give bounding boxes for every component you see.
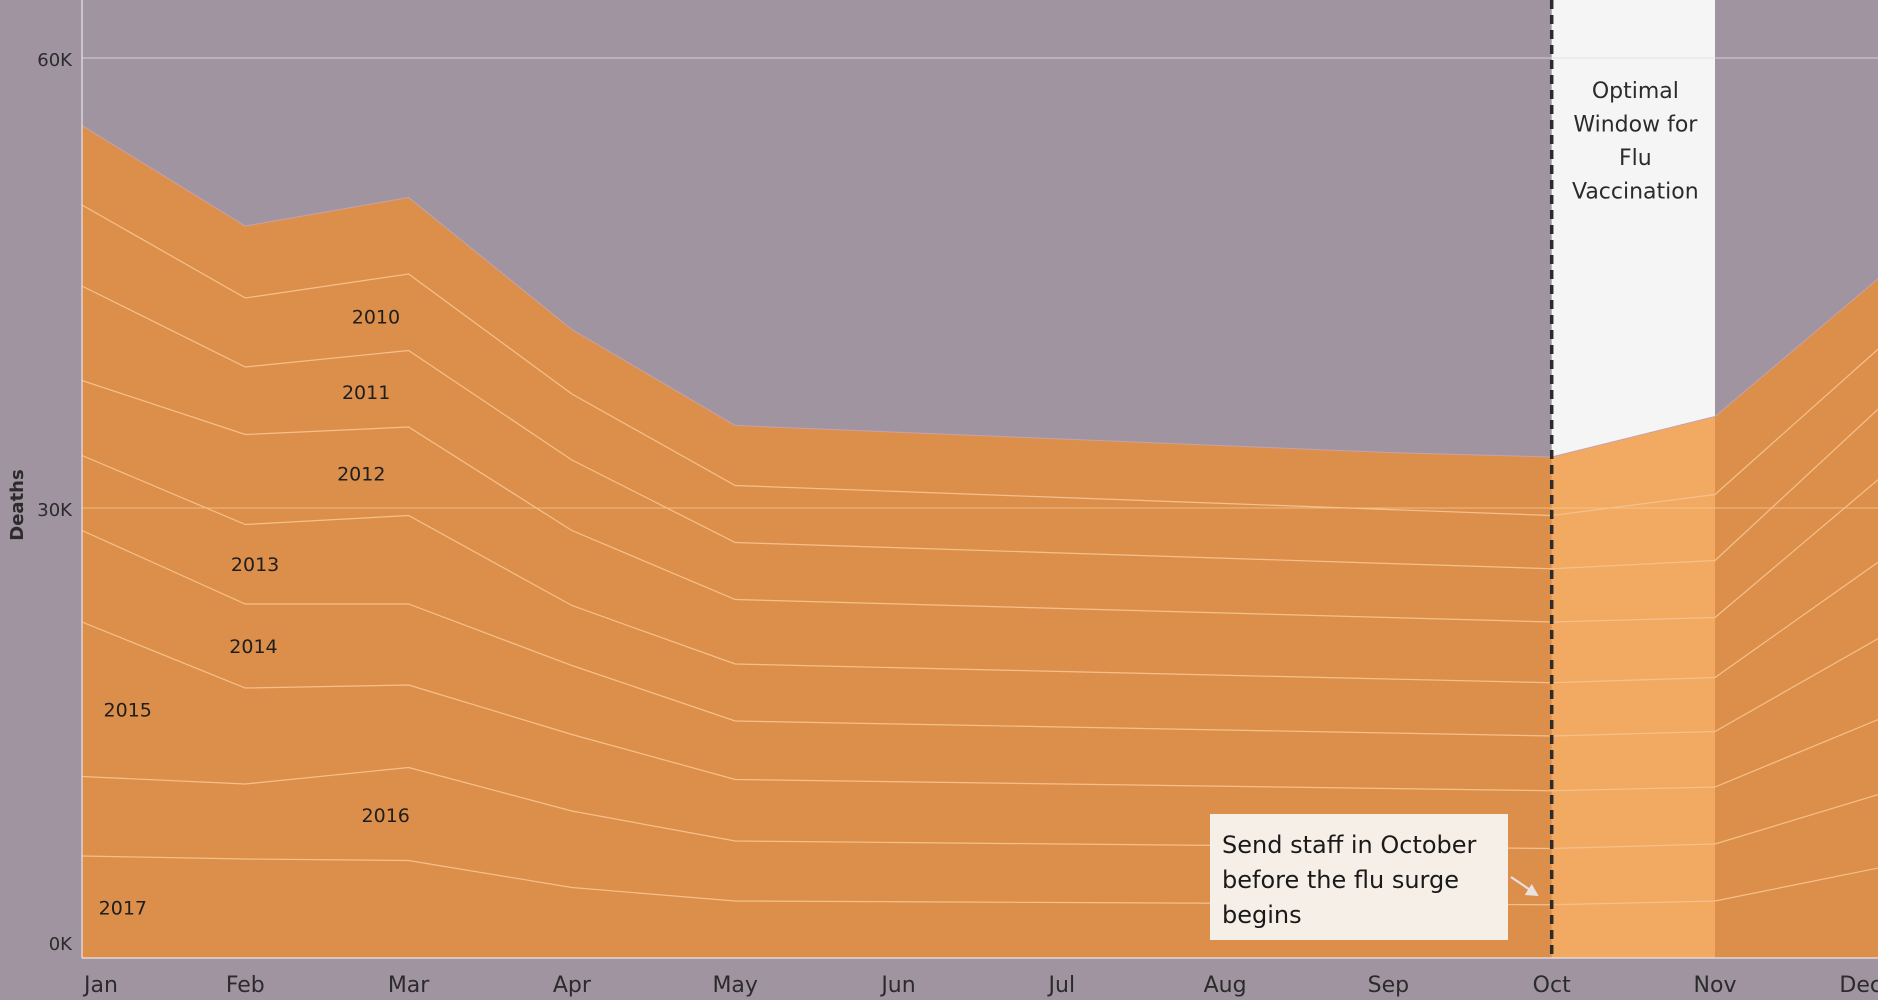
window-label-line-3: Flu	[1619, 146, 1652, 171]
y-tick-label-60k: 60K	[37, 50, 73, 71]
series-line-2014	[81, 529, 1878, 737]
x-tick-label-jul: Jul	[1047, 973, 1076, 998]
x-tick-label-jan: Jan	[82, 973, 118, 998]
x-tick-label-feb: Feb	[226, 973, 265, 998]
x-tick-label-dec: Dec	[1839, 973, 1878, 998]
y-axis-title: Deaths	[7, 469, 28, 540]
stack-top-outline	[81, 125, 1878, 458]
vaccination-window	[1551, 0, 1715, 457]
series-label-2017: 2017	[99, 897, 147, 919]
series-line-2010	[81, 204, 1878, 517]
series-line-2017	[81, 855, 1878, 906]
x-tick-label-may: May	[712, 973, 757, 998]
x-tick-label-aug: Aug	[1204, 973, 1247, 998]
series-label-2014: 2014	[229, 636, 277, 658]
gridlines	[82, 57, 1878, 509]
y-tick-label-0k: 0K	[49, 934, 73, 955]
callout-box	[1210, 814, 1508, 940]
window-band	[1551, 0, 1715, 457]
series-line-2015	[81, 621, 1878, 792]
window-label-line-2: Window for	[1573, 113, 1698, 138]
series-label-2012: 2012	[337, 464, 385, 486]
x-tick-label-oct: Oct	[1533, 973, 1571, 998]
window-area-highlight	[1551, 416, 1715, 958]
y-tick-label-30k: 30K	[37, 500, 73, 521]
x-tick-label-mar: Mar	[388, 973, 430, 998]
series-lines	[81, 125, 1878, 906]
stacked-areas	[82, 125, 1878, 958]
x-tick-label-apr: Apr	[553, 973, 592, 998]
callout-line-1: Send staff in October	[1222, 831, 1477, 859]
series-line-2016	[81, 766, 1878, 850]
window-label-line-4: Vaccination	[1572, 180, 1699, 205]
stack-area	[82, 125, 1878, 958]
series-line-2011	[81, 285, 1878, 570]
x-tick-label-sep: Sep	[1368, 973, 1409, 998]
series-label-2016: 2016	[362, 805, 410, 827]
x-tick-label-jun: Jun	[879, 973, 915, 998]
series-label-2011: 2011	[342, 382, 390, 404]
callout-arrow-head	[1524, 884, 1539, 896]
series-labels: 2017 2016 2015 2014 2013 2012 2011 2010	[99, 306, 410, 919]
series-label-2010: 2010	[352, 306, 400, 328]
series-line-2012	[81, 379, 1878, 623]
series-label-2015: 2015	[104, 700, 152, 722]
series-label-2013: 2013	[231, 554, 279, 576]
callout-line-3: begins	[1222, 901, 1302, 929]
series-line-2013	[81, 454, 1878, 684]
axes: 0K 30K 60K Jan Feb Mar Apr May Jun Jul Aug Sep Oct No…	[7, 0, 1878, 998]
callout-line-2: before the flu surge	[1222, 866, 1459, 894]
window-label-line-1: Optimal	[1592, 79, 1679, 104]
annotations: Optimal Window for Flu Vaccination Send staf…	[1210, 0, 1699, 958]
x-tick-label-nov: Nov	[1694, 973, 1737, 998]
